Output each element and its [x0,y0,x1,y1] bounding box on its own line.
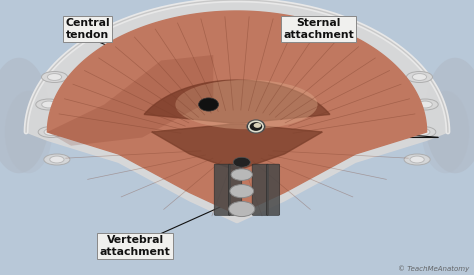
Ellipse shape [47,73,62,80]
Polygon shape [47,11,427,214]
Ellipse shape [50,156,64,163]
Ellipse shape [404,154,430,165]
Text: Vertebral
attachment: Vertebral attachment [100,235,171,257]
Ellipse shape [44,154,70,165]
Ellipse shape [424,58,474,173]
Text: Sternal
attachment: Sternal attachment [283,18,354,40]
Ellipse shape [406,72,432,82]
Ellipse shape [228,201,255,217]
Ellipse shape [416,129,430,136]
Ellipse shape [412,99,438,110]
Polygon shape [47,55,213,146]
Ellipse shape [254,123,261,128]
Ellipse shape [230,185,254,198]
Ellipse shape [418,101,432,108]
Circle shape [233,157,250,167]
Ellipse shape [199,98,219,111]
FancyBboxPatch shape [214,164,230,215]
Ellipse shape [36,99,62,110]
Ellipse shape [231,169,252,180]
Ellipse shape [412,73,427,80]
Text: Central
tendon: Central tendon [65,18,110,40]
Ellipse shape [44,129,58,136]
Ellipse shape [422,91,469,173]
Polygon shape [144,80,330,170]
Ellipse shape [38,126,64,138]
Text: © TeachMeAnatomy: © TeachMeAnatomy [398,266,469,272]
FancyBboxPatch shape [266,164,280,215]
FancyBboxPatch shape [252,164,268,215]
Ellipse shape [247,120,265,133]
Ellipse shape [5,91,52,173]
Ellipse shape [410,156,424,163]
FancyBboxPatch shape [228,164,242,215]
Ellipse shape [42,101,56,108]
Ellipse shape [0,58,50,173]
Polygon shape [26,0,448,222]
Ellipse shape [175,80,318,129]
Ellipse shape [42,72,67,82]
Ellipse shape [410,126,436,138]
